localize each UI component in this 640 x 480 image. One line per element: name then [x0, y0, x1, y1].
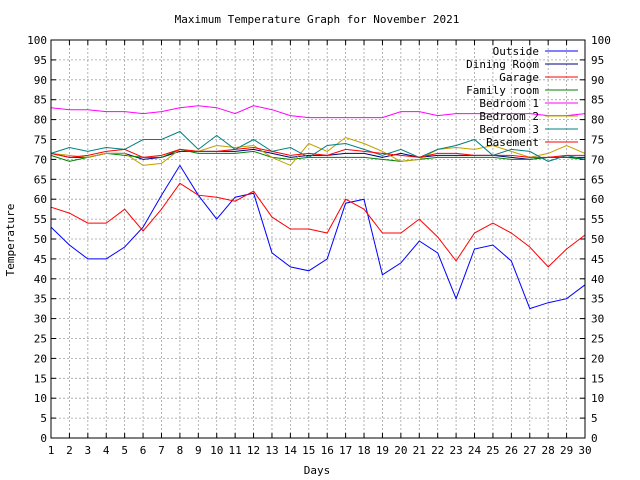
- y-tick-label: 60: [34, 193, 47, 206]
- legend-label: Bedroom 1: [479, 97, 539, 110]
- legend-label: Basement: [486, 136, 539, 149]
- y-tick-label: 50: [34, 233, 47, 246]
- y-tick-label: 15: [34, 372, 47, 385]
- y-tick-label-right: 75: [591, 134, 604, 147]
- y-tick-label: 0: [40, 432, 47, 445]
- y-tick-label: 10: [34, 392, 47, 405]
- y-tick-label: 75: [34, 134, 47, 147]
- y-tick-label-right: 55: [591, 213, 604, 226]
- x-tick-label: 20: [394, 444, 407, 457]
- x-tick-label: 15: [302, 444, 315, 457]
- y-tick-label: 70: [34, 153, 47, 166]
- y-tick-label: 95: [34, 54, 47, 67]
- x-tick-label: 26: [505, 444, 518, 457]
- x-tick-label: 11: [229, 444, 242, 457]
- series-line-3: [50, 148, 586, 162]
- series-lines: [50, 105, 586, 310]
- y-tick-label-right: 45: [591, 253, 604, 266]
- y-tick-label: 5: [40, 412, 47, 425]
- x-tick-label: 28: [542, 444, 555, 457]
- y-tick-label: 80: [34, 114, 47, 127]
- x-tick-label: 27: [523, 444, 536, 457]
- y-tick-label: 20: [34, 352, 47, 365]
- x-tick-label: 23: [449, 444, 462, 457]
- legend-label: Garage: [499, 71, 539, 84]
- x-tick-label: 21: [413, 444, 426, 457]
- y-tick-label: 65: [34, 173, 47, 186]
- y-tick-label: 45: [34, 253, 47, 266]
- y-tick-label: 85: [34, 94, 47, 107]
- x-tick-label: 14: [284, 444, 298, 457]
- y-tick-label-right: 60: [591, 193, 604, 206]
- y-tick-label-right: 15: [591, 372, 604, 385]
- series-line-2: [50, 182, 586, 268]
- series-line-5: [50, 136, 586, 167]
- x-tick-label: 8: [177, 444, 184, 457]
- y-tick-label-right: 50: [591, 233, 604, 246]
- y-tick-label-right: 5: [591, 412, 598, 425]
- x-tick-label: 12: [247, 444, 260, 457]
- x-tick-label: 24: [468, 444, 482, 457]
- y-tick-label-right: 20: [591, 352, 604, 365]
- x-tick-label: 2: [66, 444, 73, 457]
- series-line-0: [50, 164, 586, 310]
- x-tick-label: 17: [339, 444, 352, 457]
- x-tick-label: 13: [265, 444, 278, 457]
- series-line-6: [50, 130, 586, 162]
- x-tick-label: 3: [85, 444, 92, 457]
- series-line-7: [50, 146, 585, 158]
- series-line-4: [50, 105, 586, 119]
- y-tick-label: 55: [34, 213, 47, 226]
- y-tick-label-right: 35: [591, 293, 604, 306]
- y-tick-label: 25: [34, 333, 47, 346]
- x-tick-label: 5: [121, 444, 128, 457]
- x-tick-label: 7: [158, 444, 165, 457]
- y-tick-label-right: 85: [591, 94, 604, 107]
- x-tick-label: 25: [486, 444, 499, 457]
- y-tick-label-right: 65: [591, 173, 604, 186]
- y-tick-label-right: 90: [591, 74, 604, 87]
- x-tick-label: 29: [560, 444, 573, 457]
- x-tick-label: 30: [578, 444, 591, 457]
- grid-lines: [51, 40, 585, 438]
- y-tick-label-right: 95: [591, 54, 604, 67]
- plot-frame: [50, 39, 586, 439]
- y-tick-label: 90: [34, 74, 47, 87]
- x-tick-label: 18: [357, 444, 370, 457]
- legend-label: Dining Room: [466, 58, 539, 71]
- y-tick-label: 100: [27, 34, 47, 47]
- chart-title: Maximum Temperature Graph for November 2…: [175, 13, 460, 26]
- y-tick-label-right: 0: [591, 432, 598, 445]
- x-tick-label: 10: [210, 444, 223, 457]
- legend-label: Outside: [493, 45, 539, 58]
- y-tick-label-right: 40: [591, 273, 604, 286]
- y-tick-label-right: 30: [591, 313, 604, 326]
- y-tick-label-right: 25: [591, 333, 604, 346]
- y-tick-label-right: 100: [591, 34, 611, 47]
- x-tick-label: 9: [195, 444, 202, 457]
- x-tick-label: 4: [103, 444, 110, 457]
- legend-label: Bedroom 2: [479, 110, 539, 123]
- y-tick-label-right: 80: [591, 114, 604, 127]
- x-axis-label: Days: [304, 464, 331, 477]
- x-tick-label: 19: [376, 444, 389, 457]
- y-tick-label-right: 70: [591, 153, 604, 166]
- y-tick-label: 30: [34, 313, 47, 326]
- x-tick-label: 6: [140, 444, 147, 457]
- x-tick-label: 16: [321, 444, 334, 457]
- y-axis-label: Temperature: [4, 204, 17, 277]
- legend-label: Family room: [466, 84, 539, 97]
- x-tick-label: 22: [431, 444, 444, 457]
- y-tick-label: 40: [34, 273, 47, 286]
- y-tick-label: 35: [34, 293, 47, 306]
- legend-label: Bedroom 3: [479, 123, 539, 136]
- y-tick-label-right: 10: [591, 392, 604, 405]
- x-tick-label: 1: [48, 444, 55, 457]
